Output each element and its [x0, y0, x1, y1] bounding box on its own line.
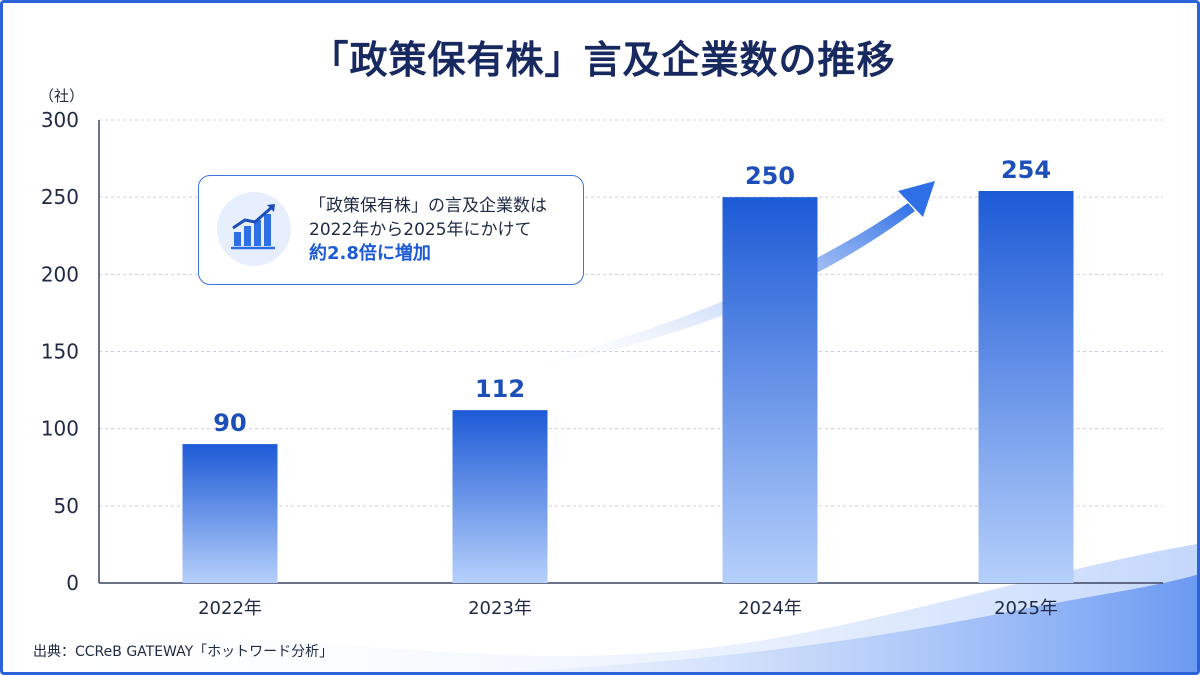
bar-value-label: 254	[1001, 156, 1051, 184]
summary-callout: 「政策保有株」の言及企業数は 2022年から2025年にかけて 約2.8倍に増加	[198, 175, 584, 285]
callout-line-1: 「政策保有株」の言及企業数は	[309, 196, 547, 216]
bar	[182, 444, 278, 583]
y-tick-label: 100	[41, 417, 79, 441]
x-tick-label: 2023年	[468, 598, 532, 619]
bar	[978, 190, 1074, 583]
y-axis-unit-label: （社）	[39, 87, 85, 105]
callout-text: 「政策保有株」の言及企業数は 2022年から2025年にかけて 約2.8倍に増加	[309, 194, 547, 266]
x-tick-label: 2024年	[738, 598, 802, 619]
decorative-wave-front	[497, 574, 1197, 672]
callout-line-2: 2022年から2025年にかけて	[309, 220, 532, 240]
y-tick-label: 250	[41, 185, 79, 209]
y-tick-label: 0	[66, 571, 79, 595]
bar-chart: 0 50 100 150 200 250 300 90 2022年 112 2023年 250 202…	[3, 108, 1197, 672]
x-tick-label: 2025年	[994, 598, 1058, 619]
callout-highlight: 約2.8倍に増加	[309, 243, 431, 264]
x-tick-label: 2022年	[198, 598, 262, 619]
trend-arrow-head	[898, 181, 935, 217]
y-tick-label: 200	[41, 262, 79, 286]
bar-value-label: 90	[213, 409, 246, 437]
page-title: 「政策保有株」言及企業数の推移	[310, 38, 896, 82]
y-tick-label: 50	[54, 494, 79, 518]
y-tick-label: 150	[41, 340, 79, 364]
y-tick-label: 300	[41, 108, 79, 132]
bar-value-label: 112	[475, 375, 525, 403]
growth-chart-icon	[217, 192, 291, 266]
source-note: 出典：CCReB GATEWAY「ホットワード分析」	[33, 644, 334, 660]
bar	[722, 197, 818, 583]
bar	[452, 410, 548, 583]
bar-value-label: 250	[745, 162, 795, 190]
